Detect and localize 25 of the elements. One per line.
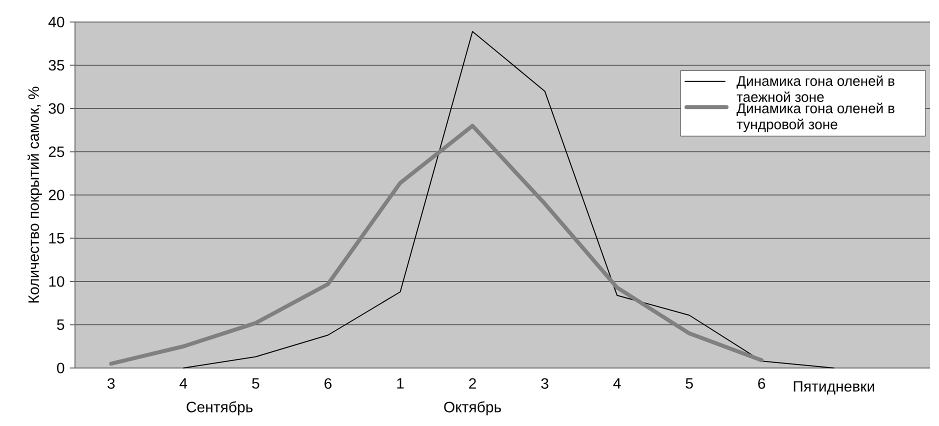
x-tick-label: 4 <box>180 378 188 389</box>
y-tick-label: 10 <box>49 276 64 287</box>
y-tick-label: 30 <box>48 103 64 114</box>
x-tick-label: 5 <box>252 378 260 389</box>
x-tick-label: 2 <box>469 378 476 389</box>
x-tick-label: 1 <box>397 378 404 389</box>
y-tick-label: 15 <box>49 233 64 244</box>
x-tick-label: 5 <box>686 378 693 389</box>
text: Сентябрь <box>186 401 253 416</box>
x-tick-label: 6 <box>324 378 332 389</box>
y-tick-label: 20 <box>48 190 64 200</box>
x-tick-label: 6 <box>758 378 766 389</box>
legend-label: Динамика гона оленей в тундровой зоне <box>736 102 894 132</box>
legend-label: Динамика гона оленей в таежной зоне <box>736 75 894 102</box>
y-tick-label: 25 <box>48 146 64 158</box>
y-tick-label: 5 <box>57 320 64 330</box>
y-axis-title: Количество покрытий самок, % <box>28 86 42 302</box>
y-tick-label: 35 <box>48 60 64 71</box>
x-tick-label: 4 <box>613 378 621 389</box>
y-tick-label: 0 <box>57 362 64 374</box>
x-axis-title: Пятидневки <box>794 381 874 395</box>
text: Октябрь <box>444 401 501 416</box>
x-tick-label: 3 <box>108 378 115 389</box>
y-tick-label: 40 <box>48 16 64 28</box>
x-tick-label: 3 <box>541 378 548 389</box>
